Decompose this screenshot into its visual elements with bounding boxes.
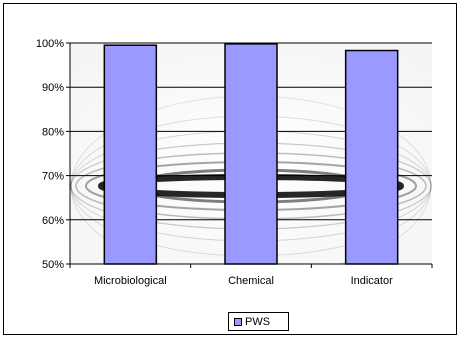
y-tick-label: 100%: [36, 38, 64, 50]
x-category-label: Microbiological: [94, 275, 167, 287]
legend: PWS: [228, 312, 289, 331]
legend-swatch-pws: [234, 317, 242, 326]
bar: [103, 44, 158, 265]
bar: [344, 49, 399, 265]
y-tick-label: 90%: [42, 82, 64, 94]
y-tick-label: 50%: [42, 259, 64, 271]
y-tick-label: 80%: [42, 126, 64, 138]
y-axis-ticks: 50% 60% 70% 80% 90% 100%: [36, 38, 70, 271]
x-axis-labels: Microbiological Chemical Indicator: [94, 275, 393, 287]
x-category-label: Indicator: [351, 275, 394, 287]
bar: [224, 43, 278, 265]
y-tick-label: 70%: [42, 171, 64, 183]
y-tick-label: 60%: [42, 215, 64, 227]
axes: [69, 43, 433, 268]
x-category-label: Chemical: [228, 275, 274, 287]
legend-label-pws: PWS: [245, 315, 271, 328]
bars: [103, 43, 399, 265]
